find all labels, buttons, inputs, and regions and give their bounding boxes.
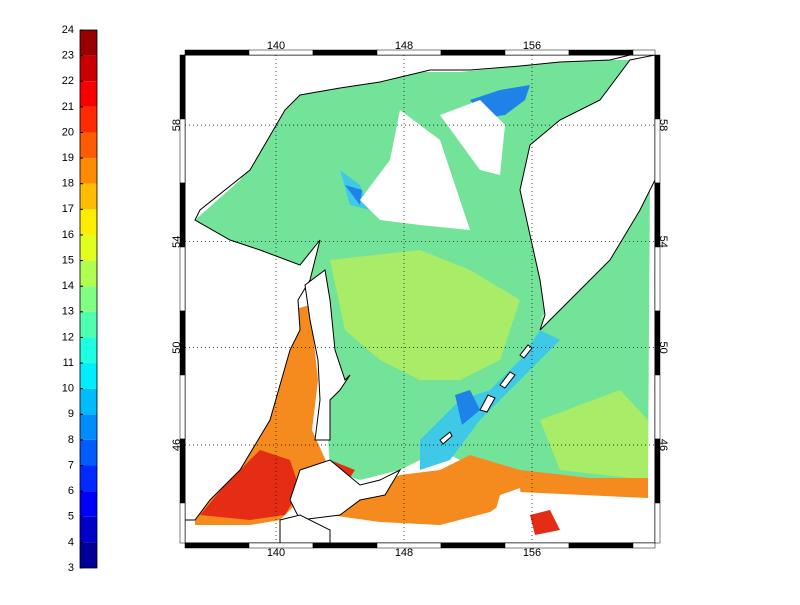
land-hokkaido	[289, 459, 402, 521]
lon-label-bottom: 148	[395, 547, 413, 559]
graticule	[185, 55, 655, 543]
frame-segment	[312, 542, 378, 549]
frame-segment	[440, 542, 506, 549]
colorbar-tick-label: 3	[68, 562, 74, 574]
colorbar-tick-label: 12	[62, 331, 74, 343]
frame-segment	[179, 502, 186, 544]
frame-segment	[440, 49, 506, 56]
land-honshu	[279, 514, 331, 543]
sst-warm-band	[330, 250, 648, 480]
colorbar-segment	[80, 363, 97, 389]
colorbar-segment	[80, 516, 97, 543]
frame-segment	[654, 246, 661, 312]
lon-label-top: 156	[523, 40, 541, 52]
land-kurils	[439, 344, 533, 445]
colorbar-segment	[80, 465, 97, 492]
lat-label-right: 46	[657, 439, 669, 451]
lon-label-bottom: 156	[523, 547, 541, 559]
colorbar-segment	[80, 439, 97, 466]
frame-segment	[568, 542, 634, 549]
colorbar-tick-label: 8	[68, 434, 74, 446]
frame-segment	[654, 54, 661, 120]
colorbar-tick-label: 16	[62, 229, 74, 241]
lon-label-bottom: 140	[267, 547, 285, 559]
colorbar-tick-label: 6	[68, 485, 74, 497]
lat-label-right: 50	[657, 341, 669, 353]
land-asia	[185, 55, 631, 521]
frame-segment	[179, 246, 186, 312]
colorbar-segment	[80, 542, 97, 568]
land-kamchatka	[519, 55, 655, 331]
colorbar: 3 4 5 6 7 8 9 10 11 12 13 14 15 16 17 18 19 20 21 22 23 24	[62, 24, 98, 574]
colorbar-segment	[80, 132, 97, 159]
colorbar-tick-label: 7	[68, 459, 74, 471]
colorbar-tick-label: 21	[62, 101, 74, 113]
lat-label-left: 50	[171, 341, 183, 353]
sst-japan-sea-hot	[200, 450, 560, 535]
colorbar-segment	[80, 388, 97, 415]
colorbar-tick-label: 17	[62, 203, 74, 215]
lat-label-right: 54	[657, 236, 669, 248]
colorbar-segment	[80, 337, 97, 364]
colorbar-tick-label: 4	[68, 536, 74, 548]
frame-segment	[632, 542, 656, 549]
frame-segment	[568, 49, 634, 56]
colorbar-segment	[80, 55, 97, 82]
colorbar-tick-label: 15	[62, 254, 74, 266]
colorbar-segment	[80, 286, 97, 312]
colorbar-tick-label: 18	[62, 178, 74, 190]
colorbar-segment	[80, 183, 97, 210]
colorbar-segment	[80, 414, 97, 440]
frame-segment	[184, 542, 250, 549]
frame-segment	[654, 374, 661, 440]
axis-labels: 140 140 148 148 156 156 46 46 50 50 54 54 58 58	[171, 40, 669, 559]
lat-label-left: 58	[171, 119, 183, 131]
colorbar-segment	[80, 234, 97, 261]
frame-segment	[312, 49, 378, 56]
sst-gaps	[360, 100, 640, 530]
frame-segment	[179, 374, 186, 440]
map-area	[185, 55, 655, 543]
frame-segment	[179, 54, 186, 120]
frame-border	[179, 49, 661, 549]
colorbar-segment	[80, 30, 97, 56]
lon-label-top: 148	[395, 40, 413, 52]
colorbar-tick-label: 22	[62, 75, 74, 87]
colorbar-segment	[80, 491, 97, 517]
colorbar-segment	[80, 81, 97, 107]
lat-label-right: 58	[657, 119, 669, 131]
colorbar-tick-label: 9	[68, 408, 74, 420]
lat-label-left: 46	[171, 439, 183, 451]
colorbar-frame	[79, 29, 98, 569]
colorbar-tick-label: 20	[62, 126, 74, 138]
colorbar-tick-label: 11	[63, 357, 74, 369]
colorbar-tick-label: 13	[62, 306, 74, 318]
colorbar-segment	[80, 260, 97, 287]
colorbar-tick-label: 23	[62, 50, 74, 62]
frame-segment	[654, 502, 661, 544]
colorbar-tick-label: 14	[62, 280, 74, 292]
colorbar-segment	[80, 158, 97, 184]
frame-segment	[632, 49, 656, 56]
sst-cool-patch	[340, 170, 560, 470]
colorbar-tick-label: 19	[62, 152, 74, 164]
lat-label-left: 54	[171, 236, 183, 248]
land-sakhalin	[304, 269, 351, 441]
colorbar-segment	[80, 209, 97, 235]
frame-segment	[184, 49, 250, 56]
colorbar-tick-label: 10	[62, 383, 74, 395]
colorbar-segment	[80, 311, 97, 338]
lon-label-top: 140	[267, 40, 285, 52]
colorbar-tick-label: 24	[62, 24, 74, 36]
colorbar-tick-label: 5	[68, 511, 74, 523]
colorbar-segment	[80, 106, 97, 133]
